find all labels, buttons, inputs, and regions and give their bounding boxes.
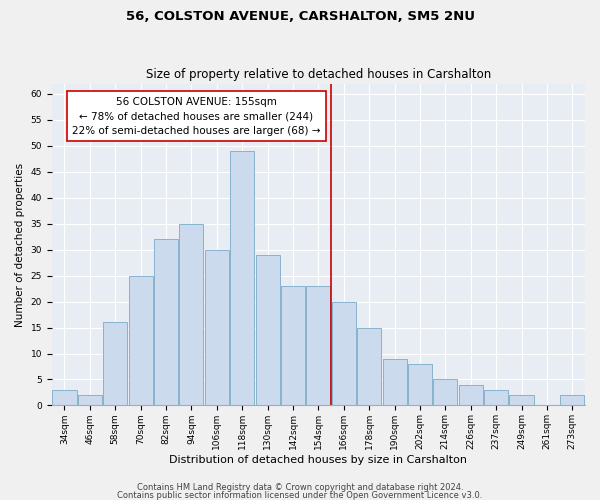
Bar [458,384,483,406]
Text: 56 COLSTON AVENUE: 155sqm
← 78% of detached houses are smaller (244)
22% of semi: 56 COLSTON AVENUE: 155sqm ← 78% of detac… [72,96,321,136]
Bar [179,224,203,406]
Bar [332,302,356,406]
Y-axis label: Number of detached properties: Number of detached properties [15,162,25,326]
Bar [205,250,229,406]
Text: 56, COLSTON AVENUE, CARSHALTON, SM5 2NU: 56, COLSTON AVENUE, CARSHALTON, SM5 2NU [125,10,475,23]
Bar [103,322,127,406]
Bar [408,364,432,406]
Bar [357,328,381,406]
Bar [433,380,457,406]
Bar [509,395,533,406]
Bar [484,390,508,406]
Text: Contains HM Land Registry data © Crown copyright and database right 2024.: Contains HM Land Registry data © Crown c… [137,484,463,492]
Bar [256,255,280,406]
Bar [281,286,305,406]
Bar [52,390,77,406]
Bar [78,395,102,406]
Bar [307,286,331,406]
Bar [383,358,407,406]
Bar [230,151,254,406]
Bar [128,276,153,406]
Bar [154,240,178,406]
Bar [560,395,584,406]
Title: Size of property relative to detached houses in Carshalton: Size of property relative to detached ho… [146,68,491,81]
X-axis label: Distribution of detached houses by size in Carshalton: Distribution of detached houses by size … [169,455,467,465]
Text: Contains public sector information licensed under the Open Government Licence v3: Contains public sector information licen… [118,490,482,500]
